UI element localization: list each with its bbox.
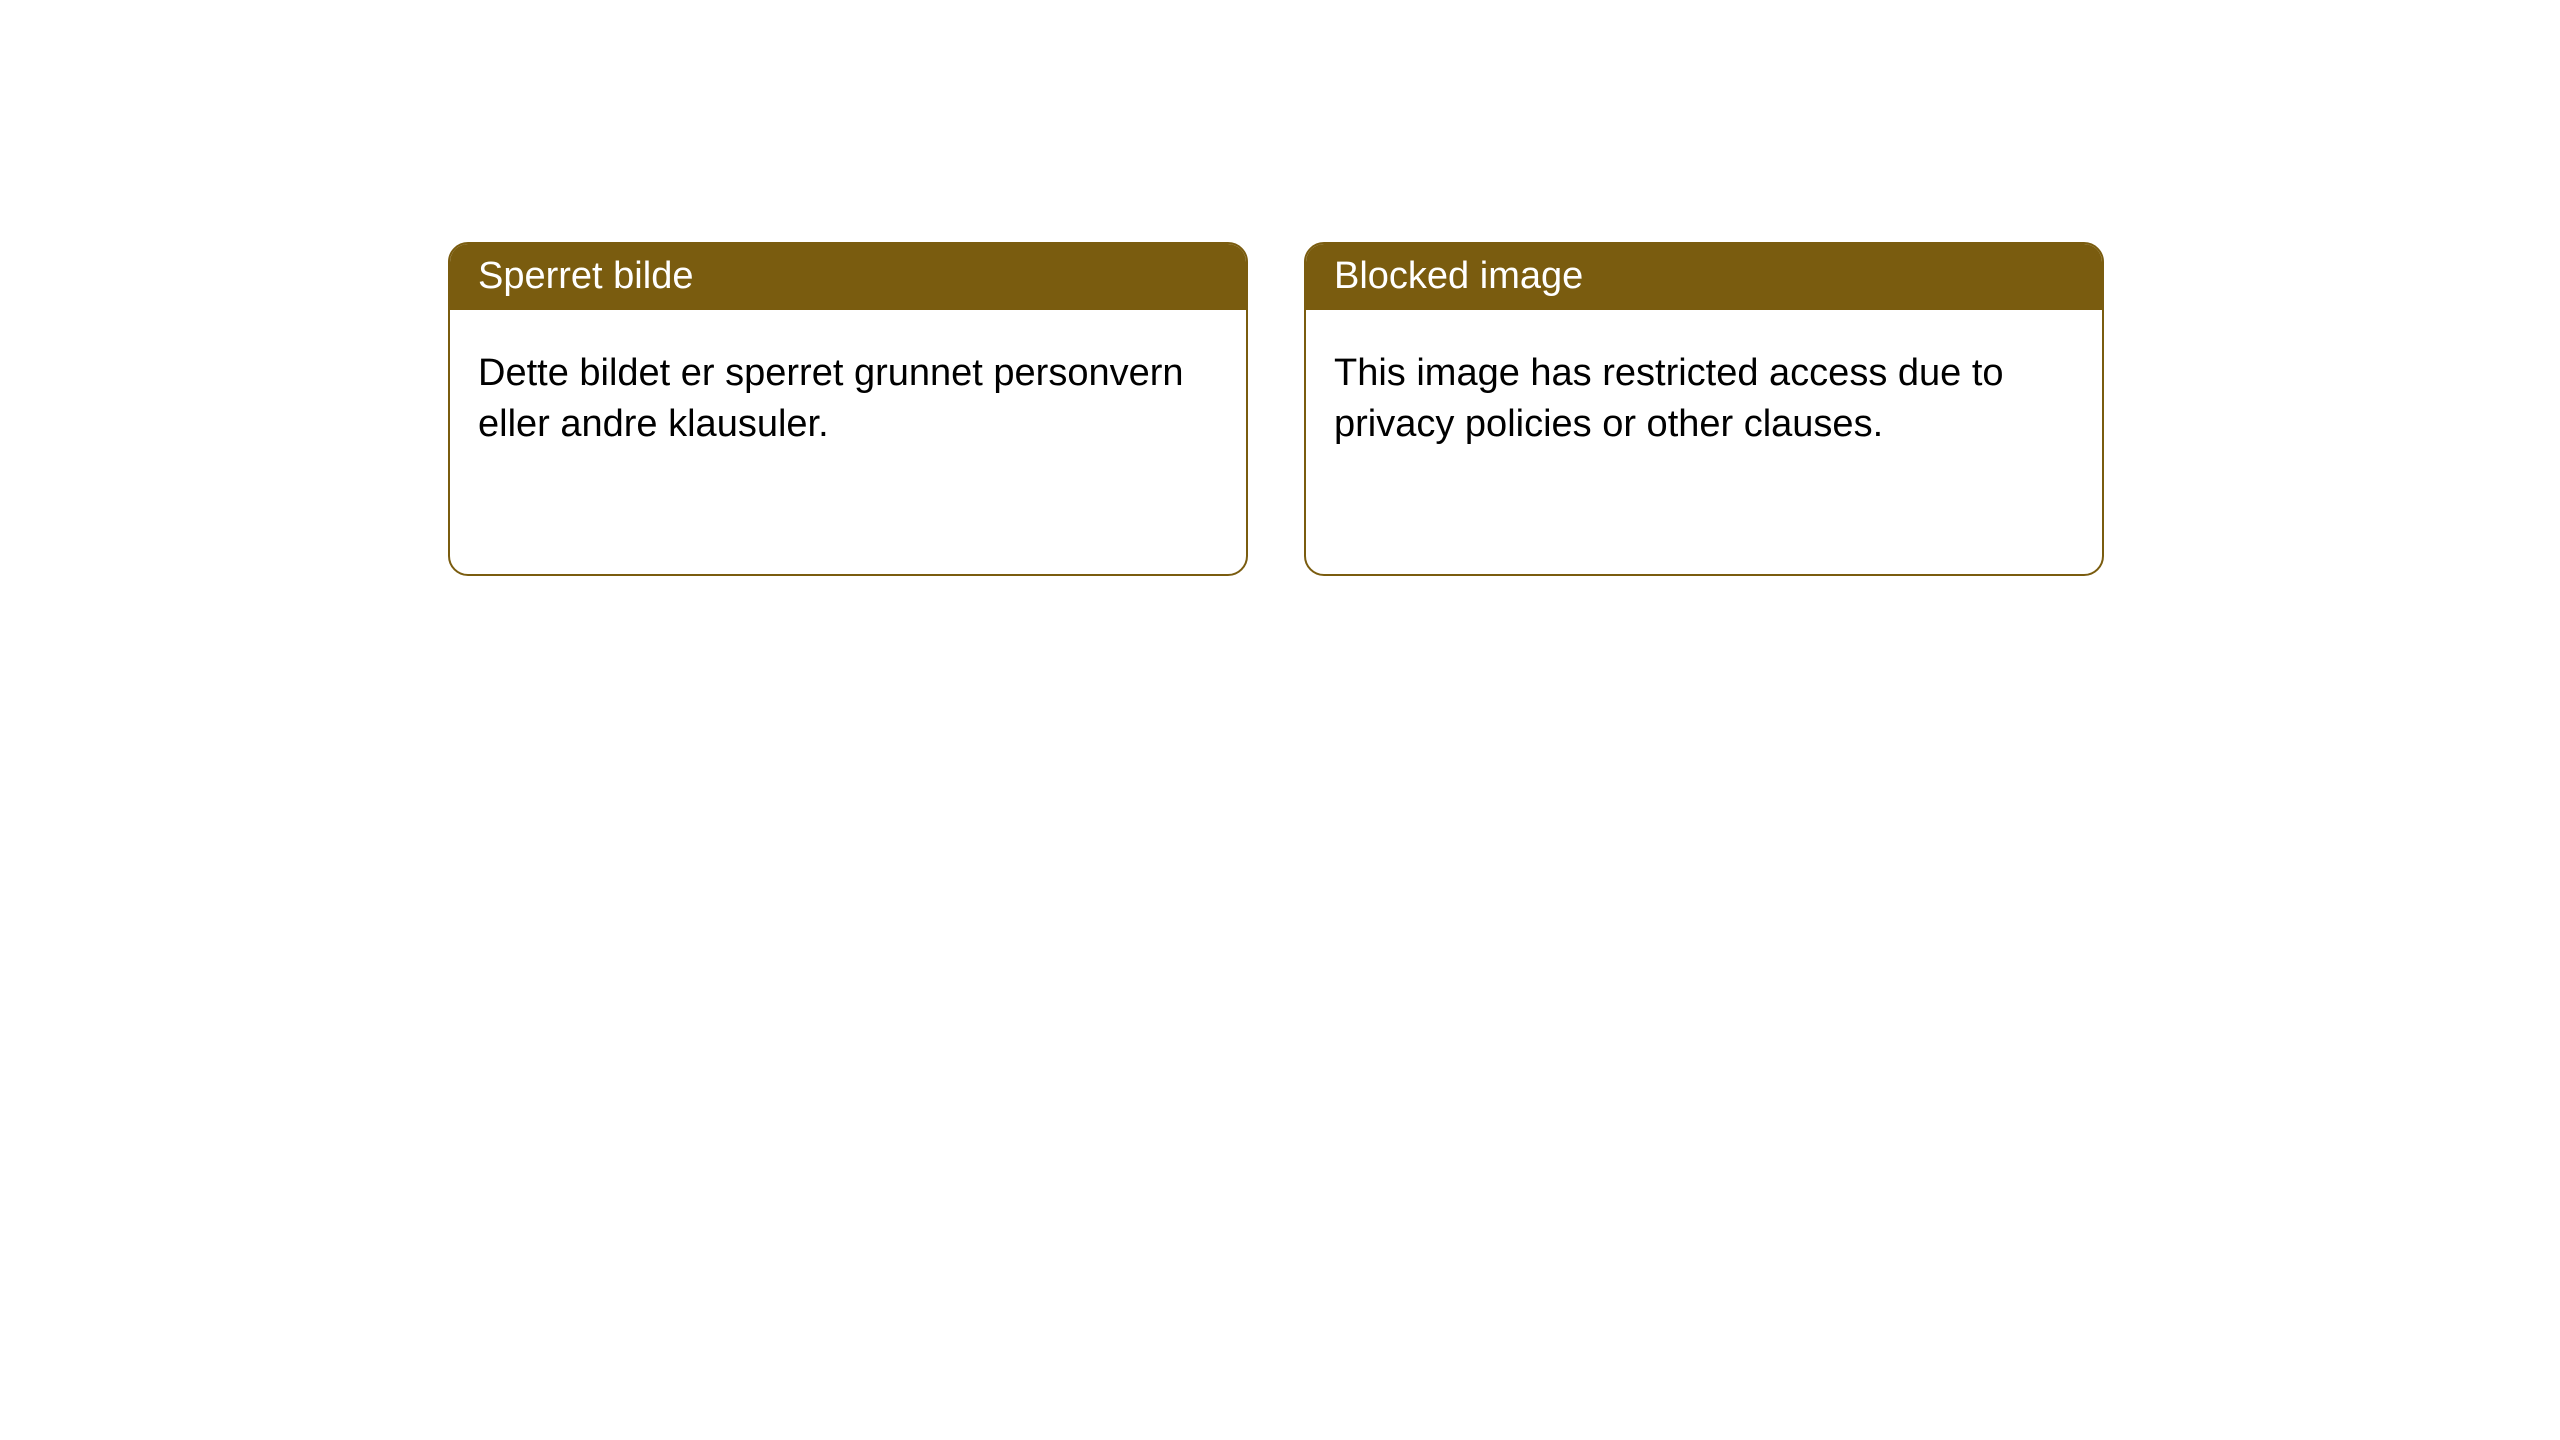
notice-box-norwegian: Sperret bilde Dette bildet er sperret gr… — [448, 242, 1248, 576]
notice-title-english: Blocked image — [1306, 244, 2102, 310]
notice-container: Sperret bilde Dette bildet er sperret gr… — [448, 242, 2104, 576]
notice-title-norwegian: Sperret bilde — [450, 244, 1246, 310]
notice-body-english: This image has restricted access due to … — [1306, 310, 2102, 489]
notice-box-english: Blocked image This image has restricted … — [1304, 242, 2104, 576]
notice-body-norwegian: Dette bildet er sperret grunnet personve… — [450, 310, 1246, 489]
